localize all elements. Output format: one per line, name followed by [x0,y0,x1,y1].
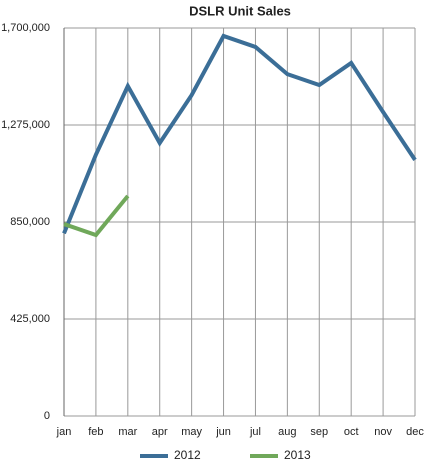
x-tick-label: feb [88,426,103,438]
x-tick-label: jun [215,426,231,438]
y-tick-label: 1,275,000 [1,119,50,131]
x-tick-label: dec [406,426,424,438]
legend-label: 2013 [284,448,311,462]
x-tick-label: jan [56,426,72,438]
x-tick-label: mar [118,426,137,438]
series-line [63,194,130,238]
x-tick-label: apr [152,426,168,438]
series-line [62,33,417,235]
chart-title: DSLR Unit Sales [189,3,291,18]
y-tick-label: 850,000 [10,216,50,228]
x-tick-label: sep [310,426,328,438]
y-tick-label: 0 [44,410,50,422]
y-tick-label: 1,700,000 [1,22,50,34]
x-tick-label: aug [278,426,296,438]
y-tick-label: 425,000 [10,313,50,325]
x-tick-label: may [181,426,202,438]
legend-label: 2012 [174,448,201,462]
x-tick-label: jul [249,426,261,438]
x-tick-label: nov [374,426,392,438]
x-tick-label: oct [344,426,359,438]
